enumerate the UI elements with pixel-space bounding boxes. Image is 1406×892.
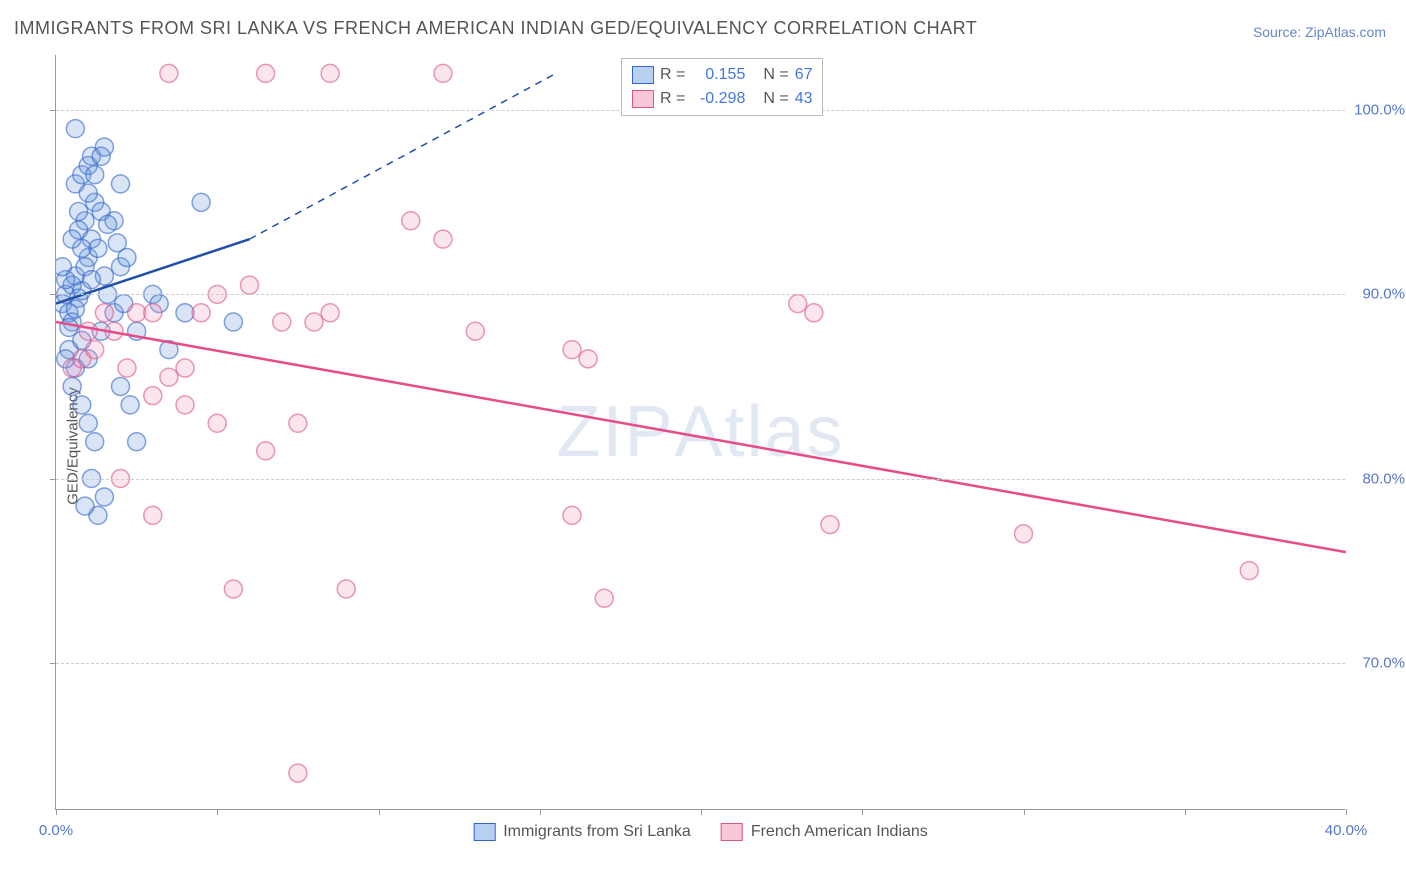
legend-item: Immigrants from Sri Lanka — [473, 823, 691, 841]
data-point — [112, 175, 130, 193]
data-point — [63, 230, 81, 248]
legend-item: French American Indians — [721, 823, 928, 841]
data-point — [128, 304, 146, 322]
data-point — [66, 300, 84, 318]
data-point — [257, 442, 275, 460]
legend-n-value: 43 — [795, 87, 813, 111]
data-point — [95, 304, 113, 322]
data-point — [99, 215, 117, 233]
data-point — [176, 396, 194, 414]
data-point — [160, 64, 178, 82]
x-tick-label: 40.0% — [1325, 822, 1368, 839]
data-point — [563, 341, 581, 359]
gridline — [56, 479, 1345, 480]
legend-row: R =-0.298 N = 43 — [632, 87, 812, 111]
data-point — [79, 414, 97, 432]
data-point — [128, 433, 146, 451]
legend-n-value: 67 — [795, 63, 813, 87]
data-point — [89, 239, 107, 257]
data-point — [466, 322, 484, 340]
legend-row: R =0.155 N = 67 — [632, 63, 812, 87]
data-point — [86, 166, 104, 184]
data-point — [73, 396, 91, 414]
data-point — [434, 64, 452, 82]
data-point — [305, 313, 323, 331]
legend-n-label: N = — [763, 87, 788, 111]
data-point — [321, 64, 339, 82]
regression-line-french-american — [56, 322, 1346, 552]
data-point — [79, 184, 97, 202]
data-point — [118, 359, 136, 377]
legend-swatch — [632, 66, 654, 84]
data-point — [192, 304, 210, 322]
data-point — [337, 580, 355, 598]
data-point — [160, 368, 178, 386]
data-point — [176, 359, 194, 377]
data-point — [108, 234, 126, 252]
data-point — [208, 414, 226, 432]
legend-r-value: 0.155 — [691, 63, 745, 87]
data-point — [192, 193, 210, 211]
legend-r-value: -0.298 — [691, 87, 745, 111]
legend-label: Immigrants from Sri Lanka — [503, 823, 691, 841]
data-point — [805, 304, 823, 322]
data-point — [95, 488, 113, 506]
legend-r-label: R = — [660, 87, 685, 111]
data-point — [112, 377, 130, 395]
data-point — [402, 212, 420, 230]
data-point — [241, 276, 259, 294]
y-tick-label: 100.0% — [1354, 102, 1405, 119]
data-point — [176, 304, 194, 322]
data-point — [789, 295, 807, 313]
legend-label: French American Indians — [751, 823, 928, 841]
chart-title: IMMIGRANTS FROM SRI LANKA VS FRENCH AMER… — [14, 18, 977, 39]
data-point — [86, 341, 104, 359]
data-point — [144, 304, 162, 322]
data-point — [224, 313, 242, 331]
legend-correlation: R =0.155 N = 67 R =-0.298 N = 43 — [621, 58, 823, 116]
regression-line-sri-lanka-dashed — [250, 73, 556, 239]
legend-swatch — [473, 823, 495, 841]
data-point — [1240, 562, 1258, 580]
data-point — [579, 350, 597, 368]
gridline — [56, 663, 1345, 664]
data-point — [289, 764, 307, 782]
gridline — [56, 294, 1345, 295]
plot-area: ZIPAtlas 70.0%80.0%90.0%100.0% 0.0%40.0%… — [55, 55, 1345, 810]
data-point — [86, 433, 104, 451]
data-point — [63, 377, 81, 395]
data-point — [121, 396, 139, 414]
legend-swatch — [721, 823, 743, 841]
data-point — [273, 313, 291, 331]
legend-n-label: N = — [763, 63, 788, 87]
legend-series: Immigrants from Sri Lanka French American… — [473, 823, 928, 841]
chart-svg — [56, 55, 1346, 810]
data-point — [1015, 525, 1033, 543]
legend-r-label: R = — [660, 63, 685, 87]
data-point — [289, 414, 307, 432]
data-point — [595, 589, 613, 607]
data-point — [257, 64, 275, 82]
legend-swatch — [632, 90, 654, 108]
data-point — [563, 506, 581, 524]
data-point — [76, 497, 94, 515]
data-point — [82, 271, 100, 289]
data-point — [821, 516, 839, 534]
data-point — [70, 203, 88, 221]
data-point — [92, 147, 110, 165]
data-point — [144, 506, 162, 524]
x-tick-label: 0.0% — [39, 822, 73, 839]
data-point — [66, 120, 84, 138]
data-point — [224, 580, 242, 598]
y-tick-label: 90.0% — [1362, 286, 1405, 303]
data-point — [79, 322, 97, 340]
y-tick-label: 80.0% — [1362, 470, 1405, 487]
data-point — [434, 230, 452, 248]
source-label: Source: ZipAtlas.com — [1253, 24, 1386, 40]
data-point — [56, 258, 71, 276]
data-point — [144, 387, 162, 405]
y-tick-label: 70.0% — [1362, 654, 1405, 671]
data-point — [321, 304, 339, 322]
